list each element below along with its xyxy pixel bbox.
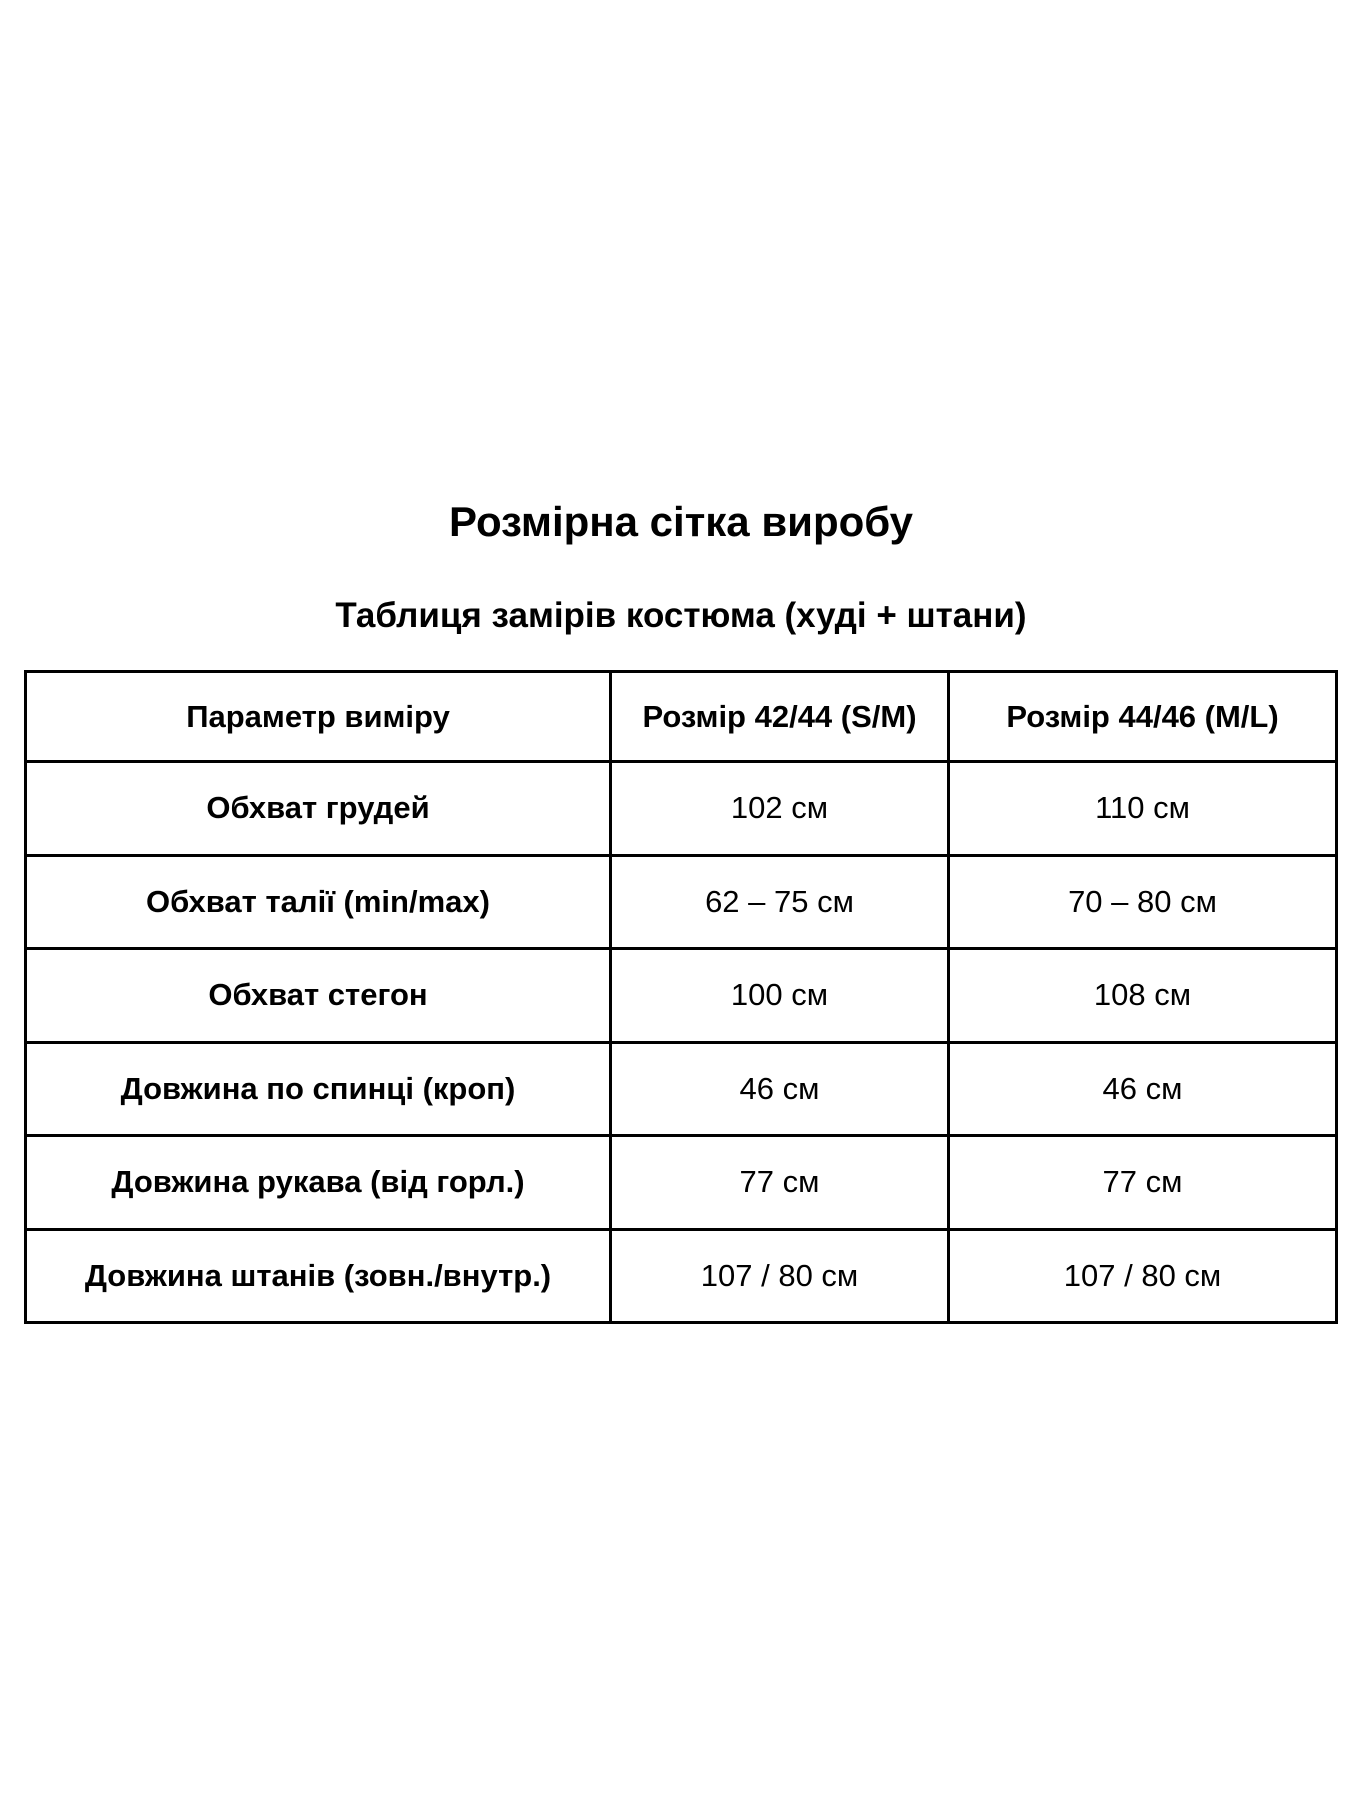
table-row: Обхват талії (min/max) 62 – 75 см 70 – 80 … (24, 853, 1338, 950)
table-head: Параметр виміру Розмір 42/44 (S/M) Розмір … (24, 670, 1338, 763)
table-body: Обхват грудей 102 см 110 см Обхват талії (m… (24, 760, 1338, 1324)
parameter-cell: Довжина по спинці (кроп) (24, 1040, 612, 1137)
subtitle: Таблиця замірів костюма (худі + штани) (335, 596, 1027, 635)
value-cell: 46 см (609, 1040, 950, 1137)
value-cell: 108 см (947, 947, 1338, 1044)
parameter-cell: Обхват талії (min/max) (24, 853, 612, 950)
table-row: Довжина рукава (від горл.) 77 см 77 см (24, 1134, 1338, 1231)
size-table: Параметр виміру Розмір 42/44 (S/M) Розмір … (24, 670, 1338, 1324)
value-cell: 46 см (947, 1040, 1338, 1137)
parameter-cell: Довжина штанів (зовн./внутр.) (24, 1227, 612, 1324)
table-row: Довжина штанів (зовн./внутр.) 107 / 80 см… (24, 1227, 1338, 1324)
value-cell: 77 см (609, 1134, 950, 1231)
column-header: Розмір 42/44 (S/M) (609, 670, 950, 763)
title: Розмірна сітка виробу (448, 498, 914, 545)
value-cell: 62 – 75 см (609, 853, 950, 950)
value-cell: 100 см (609, 947, 950, 1044)
value-cell: 110 см (947, 760, 1338, 857)
column-header: Параметр виміру (24, 670, 612, 763)
table-row: Обхват грудей 102 см 110 см (24, 760, 1338, 857)
column-header: Розмір 44/46 (M/L) (947, 670, 1338, 763)
parameter-cell: Довжина рукава (від горл.) (24, 1134, 612, 1231)
value-cell: 70 – 80 см (947, 853, 1338, 950)
table-row: Обхват стегон 100 см 108 см (24, 947, 1338, 1044)
table-row: Довжина по спинці (кроп) 46 см 46 см (24, 1040, 1338, 1137)
value-cell: 102 см (609, 760, 950, 857)
parameter-cell: Обхват грудей (24, 760, 612, 857)
value-cell: 77 см (947, 1134, 1338, 1231)
value-cell: 107 / 80 см (609, 1227, 950, 1324)
header-row: Параметр виміру Розмір 42/44 (S/M) Розмір … (24, 670, 1338, 763)
value-cell: 107 / 80 см (947, 1227, 1338, 1324)
parameter-cell: Обхват стегон (24, 947, 612, 1044)
